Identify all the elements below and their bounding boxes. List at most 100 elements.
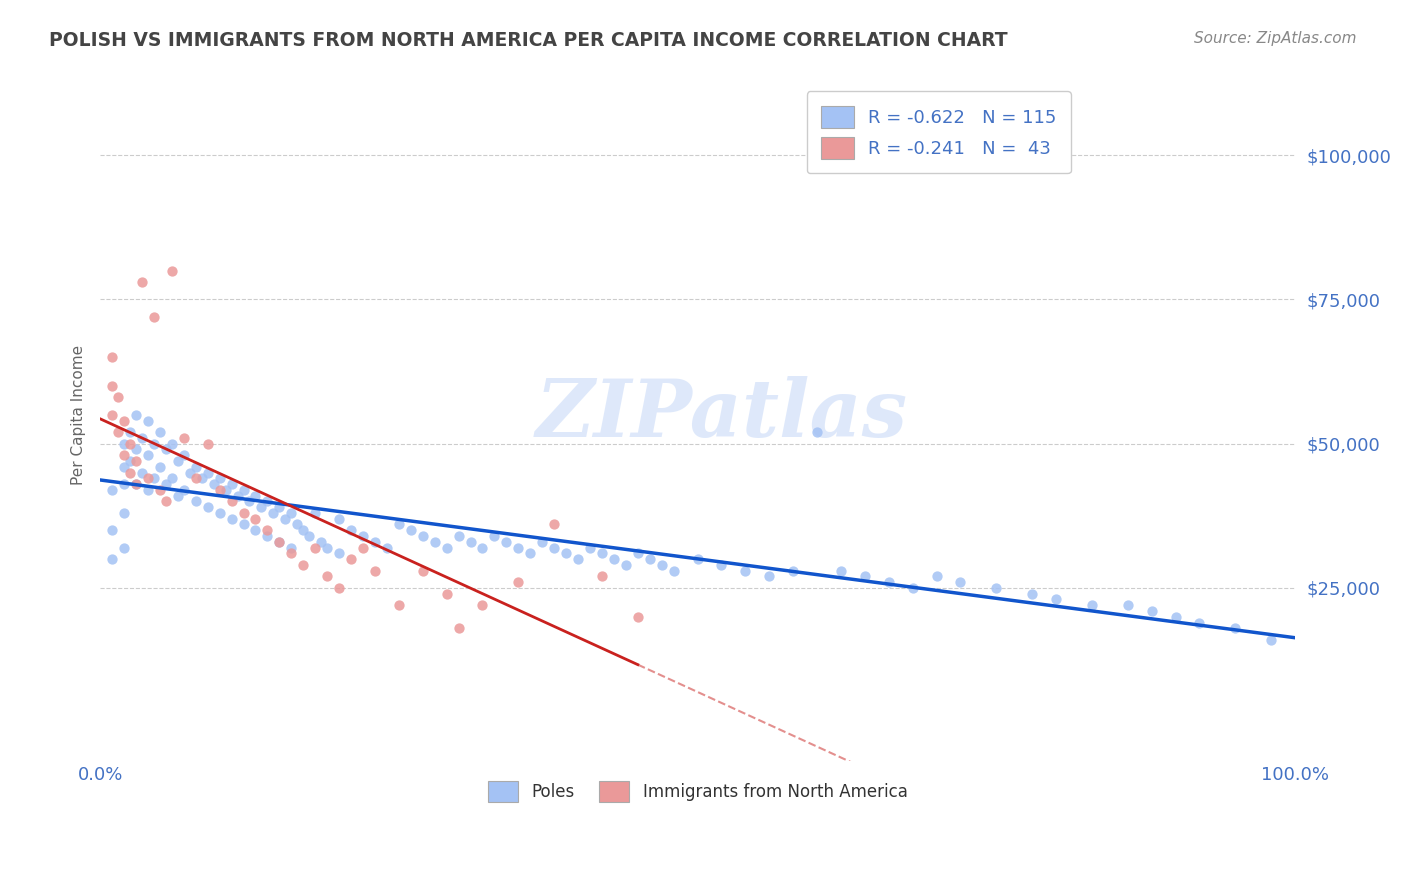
Point — [173, 431, 195, 445]
Point — [149, 483, 172, 497]
Point — [662, 564, 685, 578]
Point — [447, 529, 470, 543]
Point — [155, 442, 177, 457]
Point — [1225, 621, 1247, 635]
Point — [436, 587, 458, 601]
Point — [256, 529, 278, 543]
Point — [1045, 592, 1067, 607]
Point — [118, 436, 141, 450]
Point — [364, 564, 387, 578]
Point — [232, 483, 254, 497]
Point — [460, 534, 482, 549]
Point — [173, 483, 195, 497]
Point — [155, 477, 177, 491]
Point — [591, 546, 613, 560]
Point — [184, 471, 207, 485]
Point — [136, 413, 159, 427]
Point — [853, 569, 876, 583]
Point — [107, 391, 129, 405]
Point — [280, 541, 302, 555]
Point — [1021, 587, 1043, 601]
Point — [250, 500, 273, 515]
Point — [543, 541, 565, 555]
Point — [202, 477, 225, 491]
Point — [304, 541, 326, 555]
Point — [221, 477, 243, 491]
Point — [269, 534, 291, 549]
Point — [495, 534, 517, 549]
Point — [226, 489, 249, 503]
Point — [285, 517, 308, 532]
Point — [125, 477, 148, 491]
Point — [309, 534, 332, 549]
Point — [197, 466, 219, 480]
Point — [901, 581, 924, 595]
Point — [471, 599, 494, 613]
Point — [208, 471, 231, 485]
Point — [112, 506, 135, 520]
Point — [112, 413, 135, 427]
Point — [166, 489, 188, 503]
Point — [274, 511, 297, 525]
Y-axis label: Per Capita Income: Per Capita Income — [72, 344, 86, 485]
Point — [388, 599, 411, 613]
Point — [101, 552, 124, 566]
Point — [352, 541, 374, 555]
Point — [364, 534, 387, 549]
Point — [292, 523, 315, 537]
Point — [221, 494, 243, 508]
Point — [197, 436, 219, 450]
Text: ZIPatlas: ZIPatlas — [536, 376, 907, 453]
Point — [256, 523, 278, 537]
Point — [280, 546, 302, 560]
Point — [149, 425, 172, 439]
Point — [292, 558, 315, 572]
Point — [758, 569, 780, 583]
Point — [686, 552, 709, 566]
Point — [471, 541, 494, 555]
Text: Source: ZipAtlas.com: Source: ZipAtlas.com — [1194, 31, 1357, 46]
Point — [142, 310, 165, 324]
Point — [269, 534, 291, 549]
Point — [125, 442, 148, 457]
Point — [190, 471, 212, 485]
Point — [484, 529, 506, 543]
Point — [328, 546, 350, 560]
Point — [447, 621, 470, 635]
Point — [101, 379, 124, 393]
Point — [101, 483, 124, 497]
Point — [232, 506, 254, 520]
Point — [173, 448, 195, 462]
Point — [136, 483, 159, 497]
Point — [986, 581, 1008, 595]
Point — [280, 506, 302, 520]
Point — [142, 436, 165, 450]
Point — [399, 523, 422, 537]
Point — [316, 569, 339, 583]
Point — [614, 558, 637, 572]
Point — [131, 466, 153, 480]
Point — [136, 448, 159, 462]
Point — [197, 500, 219, 515]
Point — [567, 552, 589, 566]
Point — [627, 609, 650, 624]
Point — [508, 575, 530, 590]
Point — [340, 552, 363, 566]
Point — [136, 471, 159, 485]
Point — [412, 564, 434, 578]
Point — [806, 425, 828, 439]
Point — [531, 534, 554, 549]
Point — [160, 471, 183, 485]
Point — [1188, 615, 1211, 630]
Point — [118, 425, 141, 439]
Point — [101, 523, 124, 537]
Point — [877, 575, 900, 590]
Point — [112, 477, 135, 491]
Point — [118, 454, 141, 468]
Point — [925, 569, 948, 583]
Point — [543, 517, 565, 532]
Point — [423, 534, 446, 549]
Point — [245, 489, 267, 503]
Point — [131, 431, 153, 445]
Point — [238, 494, 260, 508]
